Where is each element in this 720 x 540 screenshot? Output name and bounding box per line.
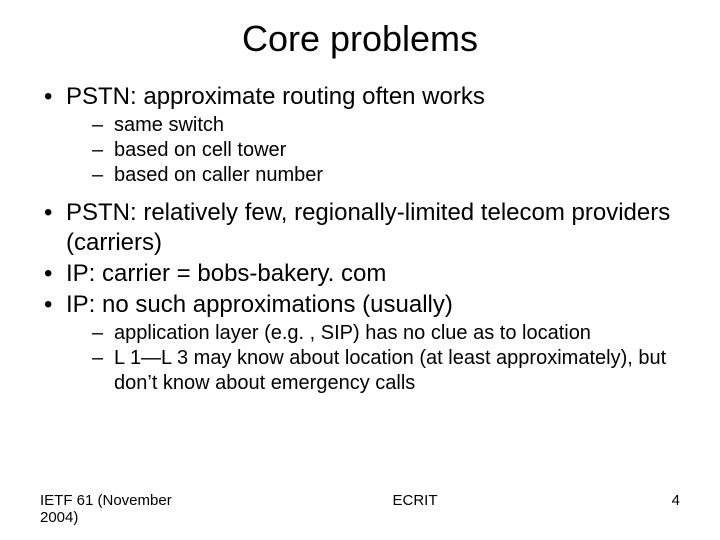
sub-item: L 1—L 3 may know about location (at leas…: [92, 346, 680, 396]
bullet-item: IP: no such approximations (usually) app…: [40, 290, 680, 396]
bullet-text: IP: no such approximations (usually): [66, 291, 453, 318]
footer-center: ECRIT: [210, 492, 620, 509]
bullet-text: PSTN: relatively few, regionally-limited…: [66, 199, 670, 255]
sub-text: L 1—L 3 may know about location (at leas…: [114, 347, 666, 394]
sub-item: based on caller number: [92, 163, 680, 188]
footer: IETF 61 (November 2004) ECRIT 4: [40, 492, 680, 526]
footer-right: 4: [620, 492, 680, 509]
footer-left: IETF 61 (November 2004): [40, 492, 210, 526]
sub-text: application layer (e.g. , SIP) has no cl…: [114, 322, 591, 344]
sub-text: based on cell tower: [114, 139, 286, 161]
bullet-list: PSTN: approximate routing often works sa…: [40, 82, 680, 396]
bullet-item: PSTN: relatively few, regionally-limited…: [40, 198, 680, 257]
bullet-text: PSTN: approximate routing often works: [66, 83, 485, 110]
sub-text: based on caller number: [114, 164, 323, 186]
slide-title: Core problems: [40, 18, 680, 60]
bullet-item: IP: carrier = bobs-bakery. com: [40, 259, 680, 288]
sub-list: application layer (e.g. , SIP) has no cl…: [66, 321, 680, 396]
bullet-item: PSTN: approximate routing often works sa…: [40, 82, 680, 188]
bullet-text: IP: carrier = bobs-bakery. com: [66, 260, 386, 287]
sub-item: application layer (e.g. , SIP) has no cl…: [92, 321, 680, 346]
slide: Core problems PSTN: approximate routing …: [0, 0, 720, 540]
sub-item: based on cell tower: [92, 138, 680, 163]
sub-list: same switch based on cell tower based on…: [66, 113, 680, 188]
sub-text: same switch: [114, 114, 224, 136]
sub-item: same switch: [92, 113, 680, 138]
